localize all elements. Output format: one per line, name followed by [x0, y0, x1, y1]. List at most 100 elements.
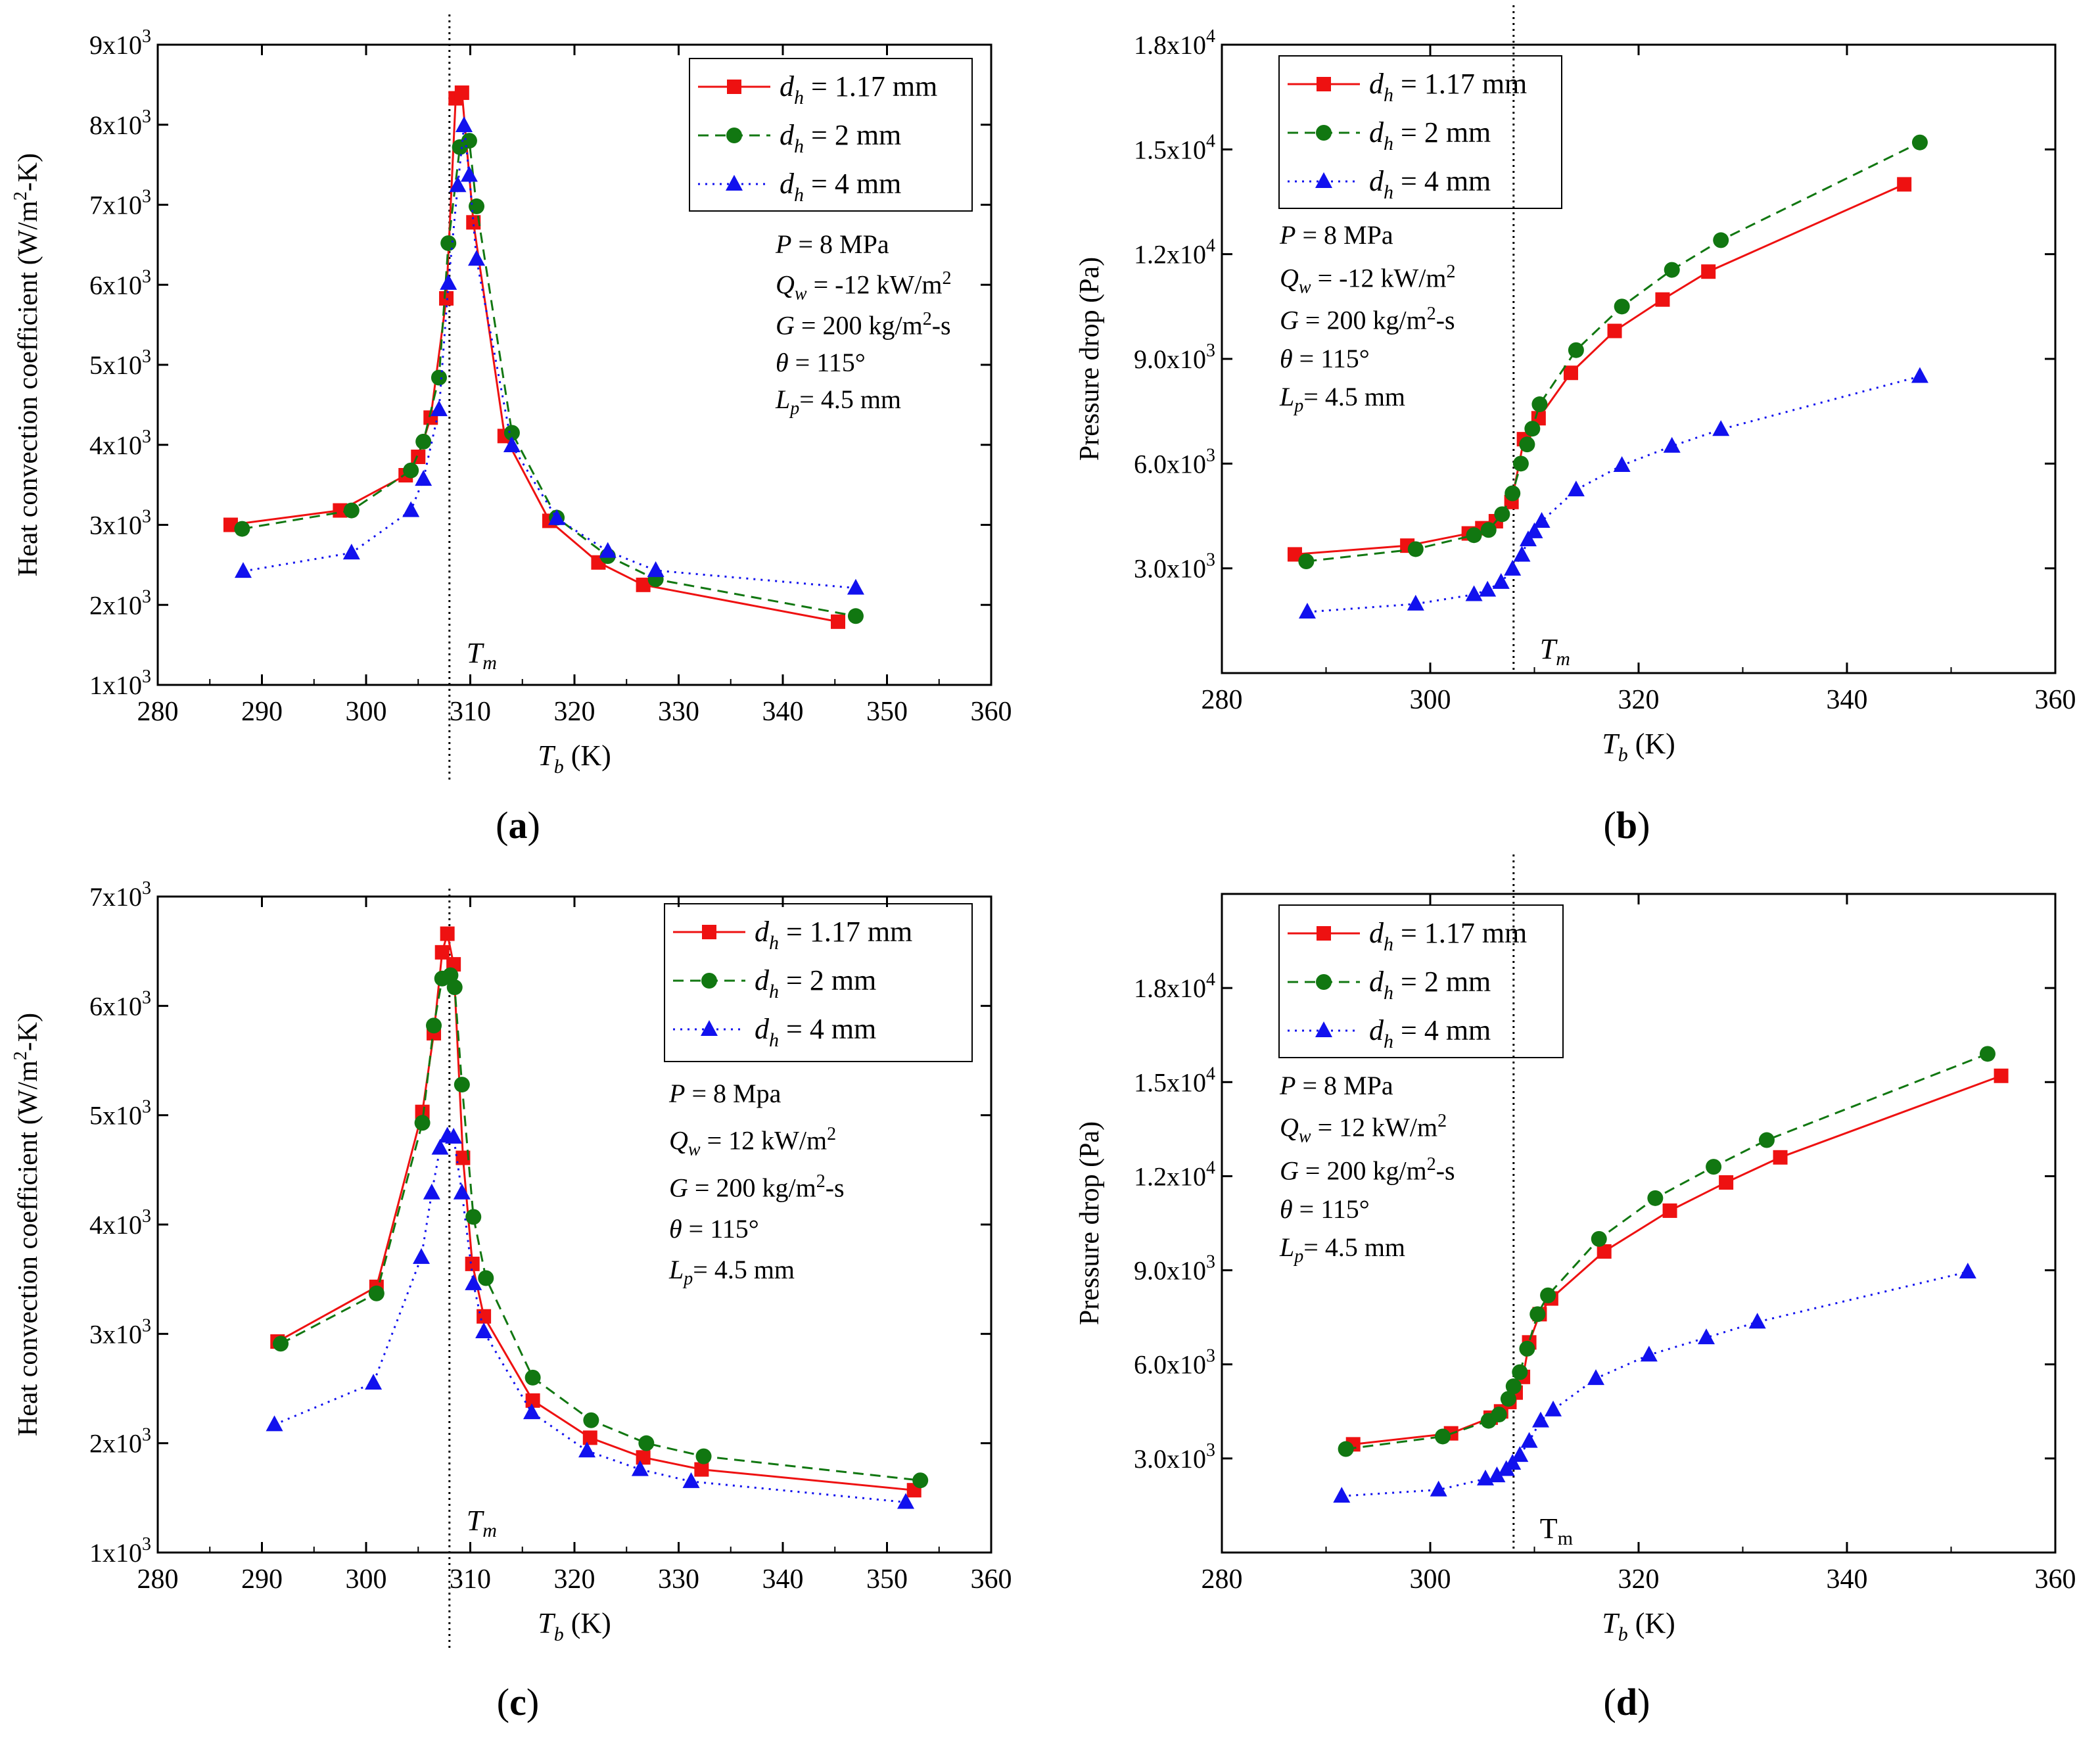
x-axis-subscript: b	[554, 756, 564, 778]
data-point-series-3	[1519, 530, 1537, 547]
y-tick-mantissa: 4x10	[89, 431, 142, 460]
chart-a: 280 290 300 310 320 330 340 350 3601x1032x1033x1…	[11, 14, 1012, 783]
chart-panel-c: 280 290 300 310 320 330 340 350 360 1x103 2x103 3x1…	[0, 874, 1050, 1753]
legend-marker-1	[1317, 77, 1331, 91]
data-point-series-3	[847, 578, 864, 595]
data-point-series-3	[413, 1248, 431, 1264]
legend-symbol: d	[1369, 917, 1384, 949]
y-tick-mantissa: 2x10	[89, 590, 142, 620]
legend-subscript: h	[1384, 982, 1393, 1004]
x-tick-label: 360	[971, 1564, 1012, 1595]
legend-value: = 1.17 mm	[1393, 917, 1527, 949]
chart-panel-a: 280 290 300 310 320 330 340 350 360 1x103 2x103 3x1…	[0, 0, 1050, 874]
legend-marker-1	[727, 80, 741, 94]
legend-subscript: h	[1384, 933, 1393, 955]
y-tick-mantissa: 6.0x10	[1134, 1350, 1206, 1380]
data-point-series-2	[446, 979, 463, 996]
y-axis-label: Heat convection coefficient (W/m2-K)	[11, 1013, 43, 1436]
series-line-3	[1307, 375, 1921, 613]
x-axis-subscript: b	[1618, 1624, 1628, 1645]
data-point-series-2	[440, 235, 457, 251]
y-tick-mantissa: 2x10	[89, 1429, 142, 1459]
chart-panel-b: 280 300 320 340 360 3.0x103 6.0x103 9.0x103 1.2x…	[1050, 0, 2100, 874]
condition-angle: θ = 115°	[776, 348, 866, 377]
data-point-series-3	[548, 509, 566, 525]
y-axis-label: Pressure drop (Pa)	[1075, 257, 1105, 461]
x-axis-label: Tb (K)	[1602, 728, 1675, 766]
legend-label-3: dh = 4 mm	[755, 1013, 876, 1051]
y-tick-exponent: 4	[1206, 1157, 1215, 1178]
legend-subscript: h	[1384, 181, 1393, 203]
y-tick-exponent: 3	[1206, 1440, 1215, 1461]
x-tick-label: 280	[1202, 1564, 1243, 1595]
x-tick-label: 300	[1410, 685, 1451, 715]
data-point-series-3	[1567, 480, 1585, 497]
series-line-2	[1345, 1052, 1988, 1451]
legend-marker-1	[1317, 926, 1331, 941]
x-axis-symbol: T	[538, 1607, 556, 1639]
y-tick-mantissa: 1x10	[89, 670, 142, 700]
data-point-series-2	[442, 967, 459, 983]
data-point-series-3	[1488, 1466, 1506, 1483]
chart-panel-d: 280 300 320 340 360 3.0x103 6.0x103 9.0x103 1.2x…	[1050, 854, 2100, 1753]
y-axis-text-end: -K)	[13, 1013, 43, 1051]
x-tick-label: 360	[2035, 685, 2076, 715]
x-tick-label: 320	[1618, 1564, 1660, 1595]
data-point-series-3	[1532, 1411, 1550, 1428]
x-tick-label: 320	[554, 697, 595, 727]
legend-marker-2	[1316, 974, 1332, 990]
y-tick-mantissa: 9.0x10	[1134, 1256, 1206, 1286]
x-axis-symbol: T	[1602, 728, 1620, 760]
y-tick-mantissa: 1.5x10	[1134, 135, 1206, 164]
y-tick-exponent: 3	[142, 666, 151, 687]
data-point-series-3	[1492, 573, 1510, 589]
condition-mass-flux: G = 200 kg/m2-s	[669, 1171, 845, 1203]
legend-subscript: h	[769, 932, 779, 954]
data-point-series-2	[426, 1017, 442, 1034]
data-point-series-2	[1519, 1340, 1535, 1357]
y-tick-exponent: 3	[142, 1425, 151, 1445]
data-point-series-2	[1435, 1428, 1451, 1445]
data-point-series-2	[454, 1077, 470, 1093]
x-tick-label: 280	[137, 697, 179, 727]
x-axis-unit: (K)	[1628, 728, 1675, 760]
condition-heat-flux: Qw = 12 kW/m2	[1280, 1111, 1447, 1147]
y-tick-label: 3x103	[89, 1315, 151, 1349]
y-tick-exponent: 3	[142, 1534, 151, 1554]
series-line-2	[1306, 141, 1921, 563]
data-point-series-2	[1500, 1391, 1516, 1407]
data-point-series-3	[1298, 603, 1316, 619]
caption-b: (b)	[1603, 804, 1650, 847]
condition-angle: θ = 115°	[1280, 1194, 1370, 1224]
tm-symbol: T	[467, 637, 485, 669]
x-tick-label: 300	[346, 1564, 387, 1595]
data-point-series-3	[1526, 522, 1543, 538]
y-tick-label: 5x103	[89, 1097, 151, 1131]
data-point-series-2	[1614, 298, 1630, 315]
data-point-series-2	[1664, 262, 1680, 278]
y-tick-exponent: 3	[142, 878, 151, 899]
y-tick-mantissa: 1x10	[89, 1538, 142, 1568]
legend-symbol: d	[1369, 966, 1384, 998]
legend-subscript: h	[769, 1029, 779, 1051]
x-axis-subscript: b	[554, 1624, 564, 1645]
y-tick-mantissa: 3x10	[89, 511, 142, 540]
y-tick-exponent: 3	[1206, 340, 1215, 361]
data-point-series-3	[440, 273, 457, 290]
data-point-series-3	[449, 176, 467, 193]
data-point-series-3	[342, 544, 360, 560]
data-point-series-2	[1531, 396, 1548, 413]
y-tick-exponent: 4	[1206, 970, 1215, 990]
data-point-series-2	[912, 1472, 929, 1489]
x-axis-symbol: T	[1602, 1607, 1620, 1639]
data-point-series-2	[1979, 1046, 1995, 1062]
legend-value: = 2 mm	[804, 119, 901, 151]
y-tick-exponent: 3	[1206, 1346, 1215, 1367]
x-axis-subscript: b	[1618, 744, 1628, 766]
legend-value: = 4 mm	[1393, 1014, 1491, 1046]
condition-mass-flux: G = 200 kg/m2-s	[1280, 304, 1455, 335]
legend-label-2: dh = 2 mm	[755, 964, 876, 1002]
y-tick-mantissa: 3x10	[89, 1319, 142, 1349]
data-point-series-2	[1494, 506, 1510, 523]
caption-a: (a)	[496, 804, 540, 847]
